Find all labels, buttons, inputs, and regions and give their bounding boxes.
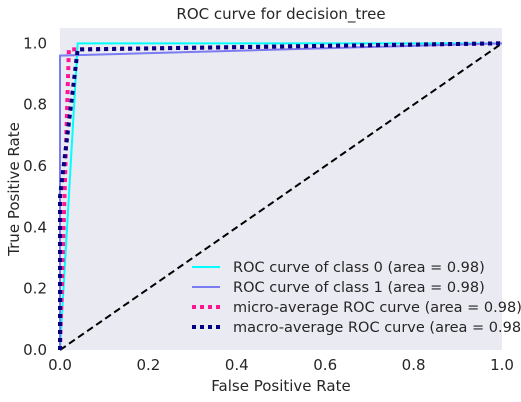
y-axis-label: True Positive Rate (5, 122, 23, 257)
x-tick-label: 0.6 (313, 356, 337, 374)
chart-title: ROC curve for decision_tree (176, 5, 385, 24)
series-layer (58, 41, 503, 351)
diagonal-line (59, 42, 503, 351)
legend-label-0: ROC curve of class 0 (area = 0.98) (233, 260, 485, 276)
legend-label-2: micro-average ROC curve (area = 0.98) (233, 300, 521, 316)
x-tick-label: 0.8 (402, 356, 426, 374)
x-tick-label: 0.2 (136, 356, 160, 374)
y-tick-label: 1.0 (23, 34, 47, 52)
series-line-0 (59, 42, 502, 351)
x-tick-labels: 0.0 0.2 0.4 0.6 0.8 1.0 (48, 356, 514, 374)
x-tick-label: 0.0 (48, 356, 72, 374)
y-tick-labels: 0.0 0.2 0.4 0.6 0.8 1.0 (23, 34, 47, 359)
y-tick-label: 0.0 (23, 341, 47, 359)
x-axis-label: False Positive Rate (211, 377, 350, 395)
y-tick-label: 0.4 (23, 218, 47, 236)
x-tick-label: 0.4 (225, 356, 249, 374)
legend-label-1: ROC curve of class 1 (area = 0.98) (233, 280, 485, 296)
x-tick-label: 1.0 (490, 356, 514, 374)
y-tick-label: 0.6 (23, 157, 47, 175)
y-tick-label: 0.8 (23, 96, 47, 114)
series-line-3 (58, 41, 503, 350)
y-tick-label: 0.2 (23, 280, 47, 298)
plot-background (60, 28, 502, 350)
diagonal-layer (59, 42, 503, 351)
legend-label-3: macro-average ROC curve (area = 0.98) (233, 320, 521, 336)
legend: ROC curve of class 0 (area = 0.98) ROC cu… (192, 260, 521, 336)
